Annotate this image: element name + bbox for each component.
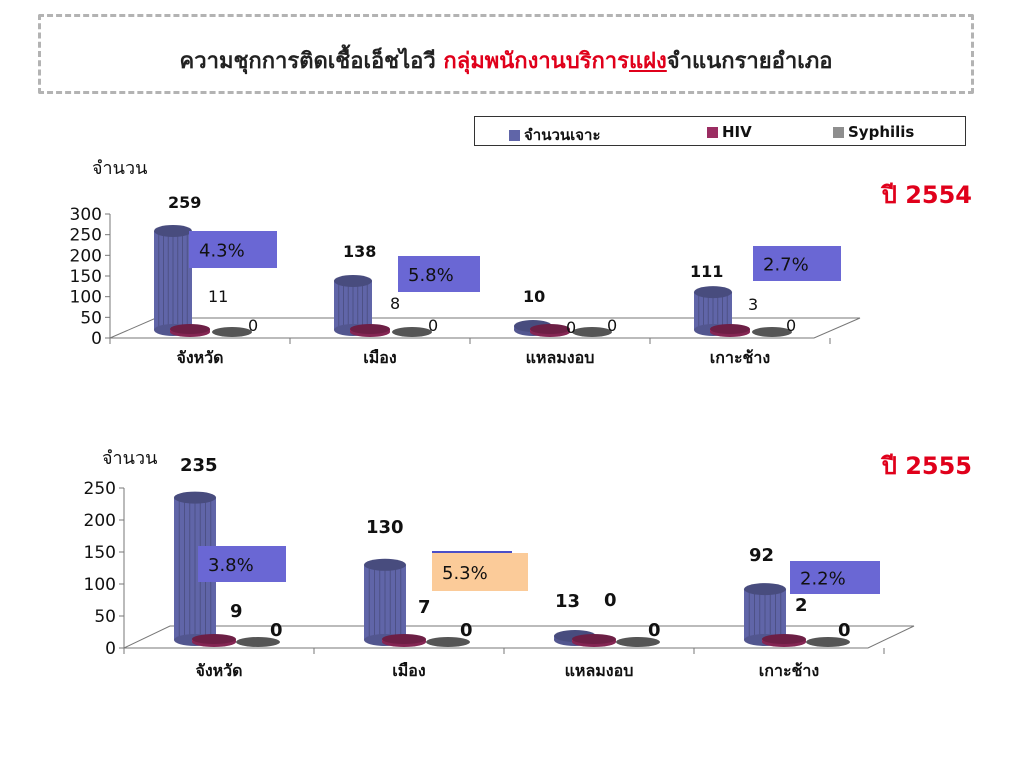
chart0-y-tick-label: 50 [80, 308, 102, 328]
chart1-data-label-syphilis: 0 [460, 620, 473, 641]
chart1-bar-hiv-top [572, 634, 616, 644]
chart0-annotation-text: 4.3% [199, 241, 245, 262]
chart1-annotation-text: 5.3% [442, 563, 488, 584]
chart0-y-tick-label: 150 [70, 267, 102, 287]
chart1-data-label-syphilis: 0 [838, 620, 851, 641]
chart0-annotation-text: 5.8% [408, 265, 454, 286]
chart1-category-label: จังหวัด [195, 661, 242, 680]
chart0-bar-hiv-top [170, 324, 210, 334]
chart1-category-label: แหลมงอบ [565, 661, 634, 680]
chart1-data-label-hiv: 2 [795, 595, 808, 616]
chart1-data-label-tested: 92 [749, 545, 774, 566]
chart0-data-label-tested: 111 [690, 262, 723, 281]
chart1-data-label-hiv: 9 [230, 601, 243, 622]
chart0-bar-syphilis [212, 327, 252, 337]
chart1-annotation-text: 2.2% [800, 569, 846, 590]
chart0-y-tick-label: 200 [70, 246, 102, 266]
chart0-data-label-tested: 138 [343, 242, 376, 261]
chart0-data-label-hiv: 3 [748, 295, 758, 314]
chart1-y-tick-label: 200 [84, 511, 116, 531]
chart0-annotation-text: 2.7% [763, 255, 809, 276]
chart1-data-label-tested: 130 [366, 517, 404, 538]
chart0-y-tick-label: 100 [70, 288, 102, 308]
chart0-y-tick-label: 0 [91, 329, 102, 349]
chart1-bar-hiv-top [762, 634, 806, 644]
chart1-data-label-hiv: 0 [604, 590, 617, 611]
chart1-data-label-tested: 13 [555, 591, 580, 612]
chart1-y-label: จำนวน [102, 448, 157, 469]
chart1-category-label: เกาะช้าง [759, 661, 819, 680]
chart1-y-tick-label: 50 [94, 607, 116, 627]
chart0-bar-tested-top [334, 275, 372, 287]
chart0-category-label: แหลมงอบ [526, 348, 595, 367]
chart1-category-label: เมือง [392, 661, 425, 680]
chart0-data-label-syphilis: 0 [428, 316, 438, 335]
chart1-bar-hiv-top [192, 634, 236, 644]
chart0-data-label-hiv: 0 [566, 318, 576, 337]
chart0-title: ปี 2554 [881, 181, 973, 209]
chart0-bar-syphilis [392, 327, 432, 337]
chart0-y-tick-label: 250 [70, 226, 102, 246]
chart0-category-label: จังหวัด [176, 348, 223, 367]
chart1-y-tick-label: 100 [84, 575, 116, 595]
chart1-data-label-syphilis: 0 [270, 620, 283, 641]
chart1-bar-hiv-top [382, 634, 426, 644]
chart0-data-label-tested: 10 [523, 287, 545, 306]
chart0-data-label-hiv: 11 [208, 287, 228, 306]
chart1-y-tick-label: 0 [105, 639, 116, 659]
chart0-bar-syphilis [572, 327, 612, 337]
chart0-data-label-tested: 259 [168, 193, 201, 212]
chart1-y-tick-label: 250 [84, 479, 116, 499]
chart1-y-tick-label: 150 [84, 543, 116, 563]
chart1-annotation-box-edge [432, 551, 512, 553]
chart0-data-label-hiv: 8 [390, 294, 400, 313]
chart1-bar-tested-top [174, 492, 216, 504]
chart0-y-tick-label: 300 [70, 205, 102, 225]
chart0-bar-tested-top [154, 225, 192, 237]
chart1-data-label-syphilis: 0 [648, 620, 661, 641]
chart0-category-label: เมือง [363, 348, 396, 367]
chart0-data-label-syphilis: 0 [607, 316, 617, 335]
chart1-data-label-hiv: 7 [418, 597, 431, 618]
chart1-bar-tested-top [364, 559, 406, 571]
chart0-data-label-syphilis: 0 [786, 316, 796, 335]
chart0-bar-hiv-top [350, 324, 390, 334]
chart1-annotation-text: 3.8% [208, 555, 254, 576]
chart0-data-label-syphilis: 0 [248, 316, 258, 335]
chart0-bar-tested-top [694, 286, 732, 298]
chart0-y-label: จำนวน [92, 158, 147, 179]
chart1-bar-tested-top [744, 583, 786, 595]
chart1-title: ปี 2555 [881, 452, 973, 480]
chart0-bar-hiv-top [530, 324, 570, 334]
chart0-category-label: เกาะช้าง [710, 348, 770, 367]
chart1-data-label-tested: 235 [180, 455, 218, 476]
chart0-bar-hiv-top [710, 324, 750, 334]
